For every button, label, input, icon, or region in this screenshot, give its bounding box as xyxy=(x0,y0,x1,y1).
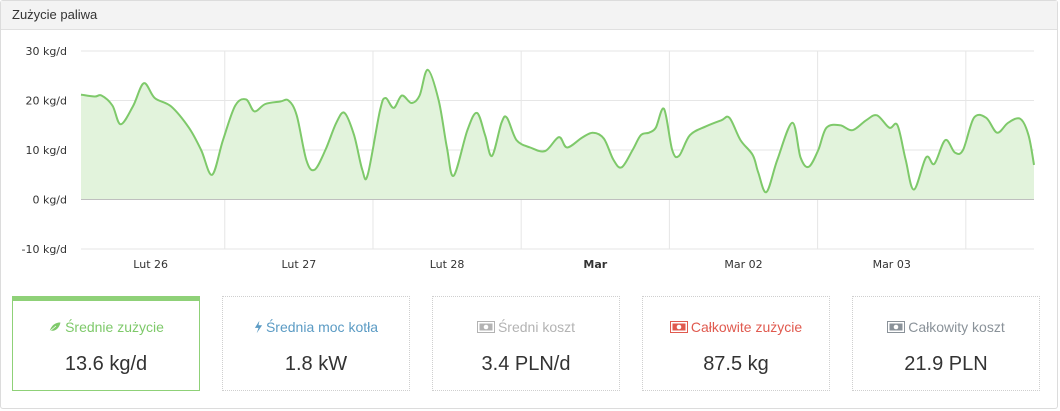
x-tick-label: Mar 03 xyxy=(873,258,911,271)
lightning-icon xyxy=(254,320,263,334)
stat-label: Całkowite zużycie xyxy=(690,319,803,335)
stat-title: Średnie zużycie xyxy=(13,319,199,335)
fuel-consumption-chart: 30 kg/d 20 kg/d 10 kg/d 0 kg/d -10 kg/d Lut 2… xyxy=(21,45,1035,271)
y-tick-label: -10 kg/d xyxy=(21,243,67,256)
stat-label: Średnie zużycie xyxy=(65,319,164,335)
stat-value: 3.4 PLN/d xyxy=(481,353,571,375)
stat-value: 13.6 kg/d xyxy=(64,353,148,375)
stat-total-cost[interactable]: Całkowity koszt 21.9 PLN xyxy=(852,296,1040,391)
y-tick-label: 30 kg/d xyxy=(25,45,67,58)
money-icon xyxy=(669,321,688,333)
series-area xyxy=(81,69,1034,200)
stat-title: Całkowity koszt xyxy=(853,319,1039,335)
panel-title: Zużycie paliwa xyxy=(1,1,1057,30)
stat-avg-cost[interactable]: Średni koszt 3.4 PLN/d xyxy=(432,296,620,391)
money-icon xyxy=(476,321,495,333)
x-tick-label: Mar xyxy=(583,258,607,271)
y-tick-label: 10 kg/d xyxy=(25,144,67,157)
stat-title: Średni koszt xyxy=(433,319,619,335)
x-tick-label: Lut 28 xyxy=(430,258,465,271)
stats-row: Średnie zużycie 13.6 kg/d Średnia moc ko… xyxy=(12,296,1047,392)
stat-label: Średnia moc kotła xyxy=(265,319,379,335)
y-tick-label: 0 kg/d xyxy=(32,194,67,207)
y-tick-label: 20 kg/d xyxy=(25,95,67,108)
stat-title: Całkowite zużycie xyxy=(643,319,829,335)
stat-label: Całkowity koszt xyxy=(908,319,1005,335)
x-tick-label: Lut 27 xyxy=(282,258,317,271)
stat-value: 21.9 PLN xyxy=(904,353,988,375)
stat-value: 1.8 kW xyxy=(284,353,348,375)
leaf-icon xyxy=(48,321,62,333)
stat-label: Średni koszt xyxy=(497,319,576,335)
series-line xyxy=(80,68,1035,194)
stat-value: 87.5 kg xyxy=(703,353,769,375)
x-tick-label: Lut 26 xyxy=(133,258,168,271)
stat-avg-consumption[interactable]: Średnie zużycie 13.6 kg/d xyxy=(12,296,200,391)
stat-avg-boiler-power[interactable]: Średnia moc kotła 1.8 kW xyxy=(222,296,410,391)
money-icon xyxy=(887,321,906,333)
stat-total-consumption[interactable]: Całkowite zużycie 87.5 kg xyxy=(642,296,830,391)
x-tick-label: Mar 02 xyxy=(724,258,762,271)
stat-title: Średnia moc kotła xyxy=(223,319,409,335)
